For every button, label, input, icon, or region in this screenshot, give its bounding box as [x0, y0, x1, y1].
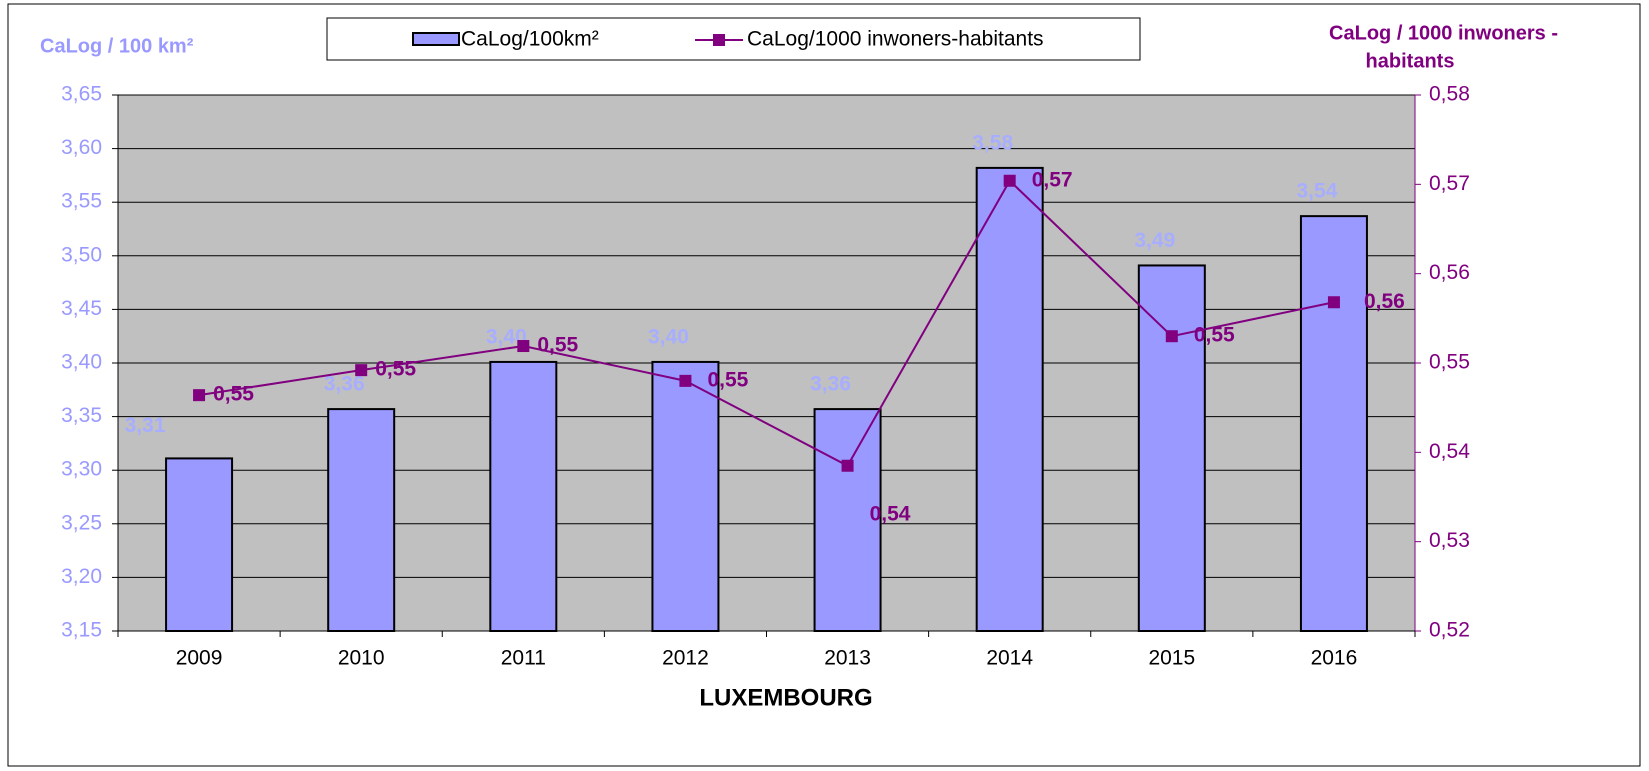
- y-tick-label: 3,65: [61, 83, 102, 106]
- line-value-label: 0,56: [1364, 290, 1405, 313]
- bar: [1299, 215, 1368, 633]
- y2-tick-label: 0,56: [1429, 261, 1470, 284]
- y-tick-label: 3,60: [61, 136, 102, 159]
- x-axis-title: LUXEMBOURG: [699, 684, 872, 711]
- y2-tick-label: 0,53: [1429, 529, 1470, 552]
- line-marker: [193, 389, 206, 402]
- y-tick-label: 3,30: [61, 458, 102, 481]
- y-tick-label: 3,50: [61, 243, 102, 266]
- bar-value-label: 3,31: [125, 414, 166, 437]
- bar: [813, 408, 882, 633]
- bar-value-label: 3,40: [486, 325, 527, 348]
- bar-value-label: 3,54: [1297, 180, 1338, 203]
- x-tick-label: 2011: [501, 647, 546, 670]
- y-tick-label: 3,45: [61, 297, 102, 320]
- line-marker: [1165, 330, 1178, 343]
- y2-tick-label: 0,55: [1429, 351, 1470, 374]
- bar-value-label: 3,36: [810, 373, 851, 396]
- x-tick-label: 2010: [338, 647, 385, 670]
- x-tick-label: 2012: [662, 647, 709, 670]
- y2-axis-title: habitants: [1366, 50, 1455, 72]
- y-axis-title: CaLog / 100 km²: [40, 35, 194, 57]
- line-value-label: 0,55: [213, 383, 254, 406]
- y-tick-label: 3,40: [61, 351, 102, 374]
- bar: [1137, 264, 1206, 632]
- bar-value-label: 3,58: [972, 131, 1013, 154]
- y2-axis-title: CaLog / 1000 inwoners -: [1329, 22, 1558, 44]
- bar: [327, 408, 396, 633]
- bar-value-label: 3,36: [324, 373, 365, 396]
- bar: [975, 166, 1044, 632]
- line-marker: [1327, 296, 1340, 309]
- legend-label: CaLog/1000 inwoners-habitants: [747, 28, 1044, 51]
- y2-tick-label: 0,58: [1429, 83, 1470, 106]
- line-value-label: 0,55: [707, 368, 748, 391]
- line-marker: [517, 340, 530, 353]
- line-value-label: 0,55: [375, 358, 416, 381]
- bar-value-label: 3,40: [648, 325, 689, 348]
- line-marker: [355, 364, 368, 377]
- line-value-label: 0,54: [870, 502, 911, 525]
- line-marker: [841, 459, 854, 472]
- line-value-label: 0,55: [1194, 324, 1235, 347]
- line: [198, 179, 1335, 468]
- y-tick-label: 3,55: [61, 190, 102, 213]
- bar: [489, 360, 558, 632]
- x-tick-label: 2016: [1311, 647, 1358, 670]
- y2-tick-label: 0,54: [1429, 440, 1470, 463]
- legend-marker: [713, 34, 725, 46]
- y-tick-label: 3,15: [61, 619, 102, 642]
- y-tick-label: 3,25: [61, 511, 102, 534]
- y-tick-label: 3,20: [61, 565, 102, 588]
- x-tick-label: 2015: [1148, 647, 1195, 670]
- line-value-label: 0,57: [1032, 168, 1073, 191]
- legend-label: CaLog/100km²: [461, 28, 599, 51]
- y-tick-label: 3,35: [61, 404, 102, 427]
- bar: [165, 457, 234, 632]
- line-value-label: 0,55: [537, 334, 578, 357]
- bar-value-label: 3,49: [1134, 229, 1175, 252]
- x-tick-label: 2009: [176, 647, 223, 670]
- line-marker: [679, 374, 692, 387]
- y2-tick-label: 0,57: [1429, 172, 1470, 195]
- x-tick-label: 2013: [824, 647, 871, 670]
- bar: [651, 360, 720, 632]
- line-marker: [1003, 174, 1016, 187]
- y2-tick-label: 0,52: [1429, 619, 1470, 642]
- x-tick-label: 2014: [986, 647, 1033, 670]
- legend-swatch: [412, 32, 460, 46]
